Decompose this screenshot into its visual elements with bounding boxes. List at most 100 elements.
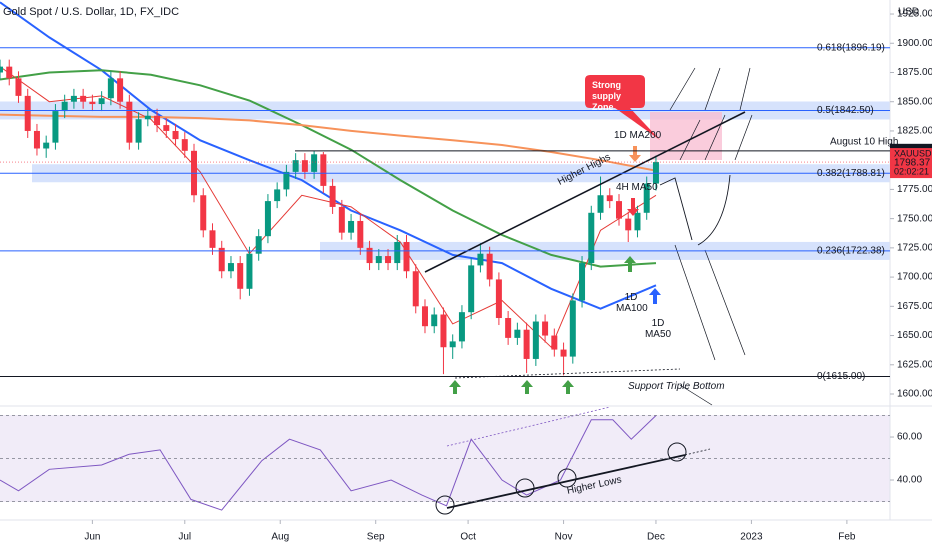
candle-body [264, 201, 271, 237]
fib-label: 0.5(1842.50) [817, 105, 874, 116]
candle-body [403, 242, 410, 272]
x-tick-label: Jul [178, 532, 191, 543]
supply-zone [650, 112, 722, 160]
annotation: Support Triple Bottom [628, 381, 725, 392]
candle-body [348, 220, 355, 233]
candle-body [237, 263, 244, 289]
resistance-label: August 10 High [830, 136, 898, 147]
candle-body [458, 312, 465, 342]
fib-label: 0.382(1788.81) [817, 168, 885, 179]
candle-body [320, 154, 327, 186]
candle-body [255, 236, 262, 254]
rsi-tick-label: 40.00 [897, 475, 922, 486]
candle-body [246, 253, 253, 289]
projection [704, 249, 746, 356]
candle-body [560, 349, 567, 357]
candle-body [514, 329, 521, 338]
candle-body [357, 220, 364, 248]
candle-body [468, 265, 475, 313]
projection [674, 244, 716, 361]
arrows [449, 146, 661, 394]
candle-body [477, 253, 484, 266]
candle-body [163, 125, 170, 131]
annotation: 1D MA50 [644, 318, 672, 340]
chart-title: Gold Spot / U.S. Dollar, 1D, FX_IDC [3, 6, 179, 18]
fib-label: 0.236(1722.38) [817, 246, 885, 257]
candle-body [329, 185, 336, 207]
y-tick-label: 1925.00 [897, 9, 932, 20]
candle-body [311, 154, 318, 172]
last-price-tag [890, 148, 932, 179]
candle-body [301, 160, 308, 172]
candle-body [209, 230, 216, 248]
candle-body [615, 201, 622, 219]
y-tick-label: 1600.00 [897, 389, 932, 400]
candle-body [52, 111, 59, 143]
candle-body [495, 279, 502, 319]
candle-body [24, 95, 31, 131]
candle-body [542, 321, 549, 336]
candle-body [6, 66, 13, 79]
y-tick-label: 1675.00 [897, 301, 932, 312]
rsi-tick-label: 60.00 [897, 432, 922, 443]
rsi-circle [435, 495, 455, 515]
candle-body [431, 314, 438, 327]
marks [0, 1, 659, 511]
annotation: 1D MA200 [614, 130, 662, 141]
trend-line-higher-highs [424, 111, 746, 273]
rsi-circle [557, 468, 577, 488]
countdown-label: 02:02:21 [894, 166, 929, 176]
moving-average [0, 66, 657, 349]
candle-body [375, 256, 382, 264]
down-arrow [627, 198, 639, 216]
up-arrow [562, 380, 574, 394]
candle-body [107, 78, 114, 99]
candle-body [43, 142, 50, 149]
candle-body [597, 195, 604, 213]
candle-body [394, 242, 401, 264]
projection [659, 177, 693, 241]
annotation: 4H MA50 [616, 182, 658, 193]
trend-line-extension [684, 448, 711, 456]
x-tick-label: Oct [460, 532, 476, 543]
candle-body [579, 263, 586, 301]
candle-body [135, 119, 142, 143]
candle-body [0, 66, 3, 73]
candle-body [227, 263, 234, 272]
candle-body [551, 335, 558, 350]
rsi-circle [667, 442, 687, 462]
candle-body [338, 206, 345, 233]
y-tick-label: 1700.00 [897, 272, 932, 283]
candle-body [117, 78, 124, 102]
candle-body [292, 160, 299, 172]
candle-body [283, 171, 290, 190]
drawings [424, 67, 753, 515]
moving-average [0, 1, 657, 310]
trend-line-higher-lows [446, 454, 686, 509]
x-tick-label: Nov [555, 532, 573, 543]
candle-body [588, 212, 595, 264]
candle-body [569, 300, 576, 357]
down-arrow [629, 146, 641, 162]
callout-box [585, 75, 660, 140]
x-tick-label: Dec [647, 532, 665, 543]
candle-body [70, 95, 77, 102]
rsi-line [0, 415, 657, 511]
candle-body [200, 195, 207, 231]
x-tick-label: Feb [838, 532, 856, 543]
candle-body [144, 115, 151, 120]
candle-body [89, 101, 96, 105]
x-tick-label: Sep [367, 532, 385, 543]
last-price-label: 1798.37 [894, 158, 931, 169]
x-tick-label: Aug [271, 532, 289, 543]
y-tick-label: 1850.00 [897, 96, 932, 107]
candle-body [532, 321, 539, 359]
moving-average [0, 69, 657, 268]
y-tick-label: 1625.00 [897, 359, 932, 370]
fib-label: 0.618(1896.19) [817, 42, 885, 53]
candle-body [274, 189, 281, 202]
y-tick-label: 1825.00 [897, 126, 932, 137]
y-tick-label: 1650.00 [897, 330, 932, 341]
annotation: 1D MA100 [616, 292, 648, 314]
